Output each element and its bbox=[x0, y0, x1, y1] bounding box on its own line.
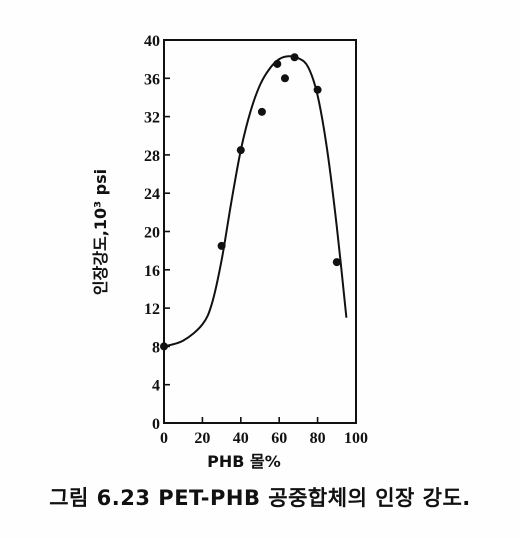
y-tick-label: 20 bbox=[144, 225, 160, 242]
plot-area bbox=[160, 39, 357, 424]
y-tick-label: 36 bbox=[144, 71, 160, 88]
y-tick-label: 16 bbox=[144, 263, 160, 280]
x-tick-label: 80 bbox=[310, 430, 326, 447]
y-tick-label: 0 bbox=[152, 416, 160, 433]
y-tick-label: 4 bbox=[152, 378, 160, 395]
y-axis-title: 인장강도,10³ psi bbox=[91, 169, 110, 295]
figure-caption: 그림 6.23 PET-PHB 공중합체의 인장 강도. bbox=[49, 486, 471, 510]
y-tick-label: 24 bbox=[144, 186, 160, 203]
x-axis-title: PHB 몰% bbox=[207, 452, 281, 471]
data-point bbox=[217, 241, 226, 250]
y-tick-label: 28 bbox=[144, 148, 160, 165]
x-tick-label: 40 bbox=[233, 430, 249, 447]
fitted-curve bbox=[163, 55, 348, 348]
x-tick-label: 60 bbox=[271, 430, 287, 447]
x-tick-label: 0 bbox=[160, 430, 168, 447]
x-tick-label: 20 bbox=[194, 430, 210, 447]
data-point bbox=[257, 107, 266, 116]
data-point bbox=[290, 53, 299, 62]
x-tick-label: 100 bbox=[344, 430, 368, 447]
data-point bbox=[280, 74, 289, 83]
y-tick-label: 8 bbox=[152, 339, 160, 356]
data-point bbox=[313, 85, 322, 94]
data-point bbox=[332, 258, 341, 267]
plot-frame bbox=[163, 39, 357, 424]
y-tick-label: 32 bbox=[144, 110, 160, 127]
data-point bbox=[273, 59, 282, 68]
y-tick-label: 40 bbox=[144, 33, 160, 50]
axis-ticks: 0 4 8 12 16 20 24 28 32 36 40 0 20 40 60 80 100 bbox=[144, 33, 368, 447]
data-point bbox=[236, 146, 245, 155]
y-tick-label: 12 bbox=[144, 301, 160, 318]
